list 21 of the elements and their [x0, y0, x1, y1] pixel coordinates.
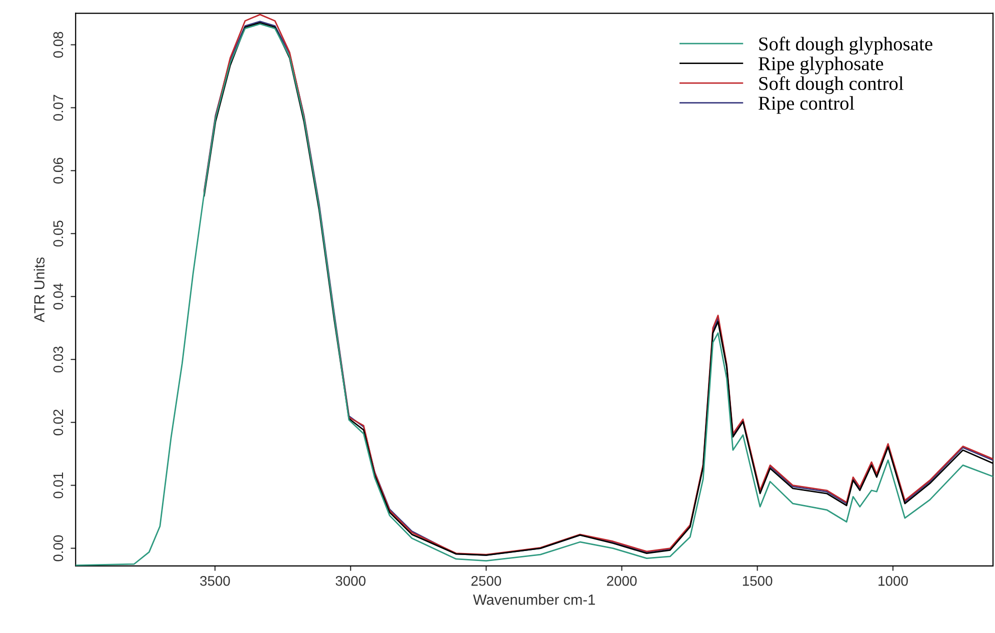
- x-tick-label: 2000: [607, 576, 637, 586]
- y-tick-label: 0.01: [53, 472, 64, 498]
- x-tick-label: 3500: [200, 576, 230, 586]
- x-tick-label: 2500: [471, 576, 502, 586]
- y-tick-label: 0.03: [53, 346, 64, 372]
- y-tick-label: 0.00: [53, 535, 64, 562]
- y-tick-label: 0.05: [53, 220, 64, 247]
- x-axis-title: Wavenumber cm-1: [473, 594, 595, 605]
- y-axis-title: ATR Units: [34, 257, 45, 322]
- x-tick-label: 3000: [336, 576, 366, 586]
- legend-label: Ripe glyphosate: [758, 56, 884, 74]
- y-tick-label: 0.04: [53, 283, 64, 310]
- x-tick-label: 1500: [742, 576, 772, 586]
- legend-label: Ripe control: [758, 96, 854, 114]
- legend-label: Soft dough glyphosate: [759, 36, 932, 55]
- legend-label: Soft dough control: [759, 76, 904, 94]
- x-tick-label: 1000: [878, 576, 908, 586]
- y-tick-label: 0.07: [53, 94, 64, 121]
- y-tick-label: 0.08: [53, 32, 64, 58]
- y-tick-label: 0.06: [53, 158, 64, 184]
- y-tick-label: 0.02: [53, 410, 64, 436]
